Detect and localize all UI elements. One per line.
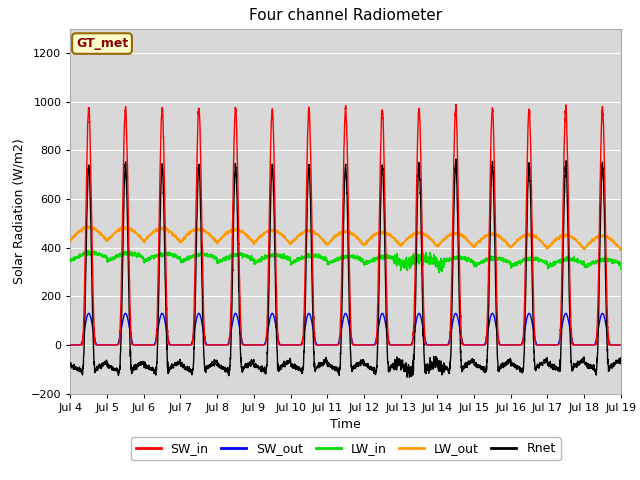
- SW_in: [184, 342, 192, 348]
- LW_in: [184, 256, 192, 262]
- SW_in: [220, 342, 228, 348]
- Legend: SW_in, SW_out, LW_in, LW_out, Rnet: SW_in, SW_out, LW_in, LW_out, Rnet: [131, 437, 561, 460]
- Text: GT_met: GT_met: [76, 37, 128, 50]
- LW_out: [409, 231, 417, 237]
- SW_in: [617, 342, 625, 348]
- Rnet: [617, 361, 625, 367]
- Rnet: [565, 265, 573, 271]
- LW_in: [409, 260, 417, 266]
- LW_in: [84, 247, 92, 253]
- SW_out: [399, 342, 407, 348]
- LW_in: [220, 256, 228, 262]
- SW_out: [565, 319, 573, 324]
- SW_out: [67, 342, 74, 348]
- SW_in: [565, 212, 573, 218]
- Rnet: [67, 363, 74, 369]
- SW_out: [617, 342, 625, 348]
- LW_in: [617, 266, 625, 272]
- Rnet: [220, 365, 228, 371]
- Line: SW_out: SW_out: [70, 313, 621, 345]
- LW_out: [184, 231, 192, 237]
- LW_in: [565, 255, 573, 261]
- LW_out: [84, 223, 92, 229]
- Line: LW_out: LW_out: [70, 226, 621, 251]
- Rnet: [452, 156, 460, 162]
- LW_in: [435, 270, 443, 276]
- LW_out: [565, 232, 573, 238]
- LW_in: [67, 258, 74, 264]
- X-axis label: Time: Time: [330, 418, 361, 431]
- Rnet: [409, 372, 417, 378]
- SW_in: [452, 101, 460, 107]
- LW_in: [617, 259, 625, 265]
- LW_in: [399, 264, 407, 270]
- Rnet: [184, 368, 192, 374]
- LW_out: [617, 245, 625, 251]
- LW_out: [399, 240, 407, 246]
- LW_out: [617, 248, 625, 253]
- Rnet: [399, 363, 407, 369]
- Y-axis label: Solar Radiation (W/m2): Solar Radiation (W/m2): [12, 138, 26, 284]
- SW_in: [67, 342, 74, 348]
- LW_out: [67, 238, 74, 243]
- Line: SW_in: SW_in: [70, 104, 621, 345]
- Title: Four channel Radiometer: Four channel Radiometer: [249, 9, 442, 24]
- Line: LW_in: LW_in: [70, 250, 621, 273]
- SW_out: [409, 336, 417, 342]
- SW_in: [399, 342, 407, 348]
- Rnet: [406, 374, 413, 380]
- SW_out: [184, 342, 192, 348]
- SW_out: [85, 311, 93, 316]
- SW_out: [617, 342, 625, 348]
- SW_in: [409, 337, 417, 343]
- SW_in: [617, 342, 625, 348]
- Line: Rnet: Rnet: [70, 159, 621, 377]
- LW_out: [220, 233, 228, 239]
- Rnet: [617, 355, 625, 361]
- SW_out: [220, 342, 228, 348]
